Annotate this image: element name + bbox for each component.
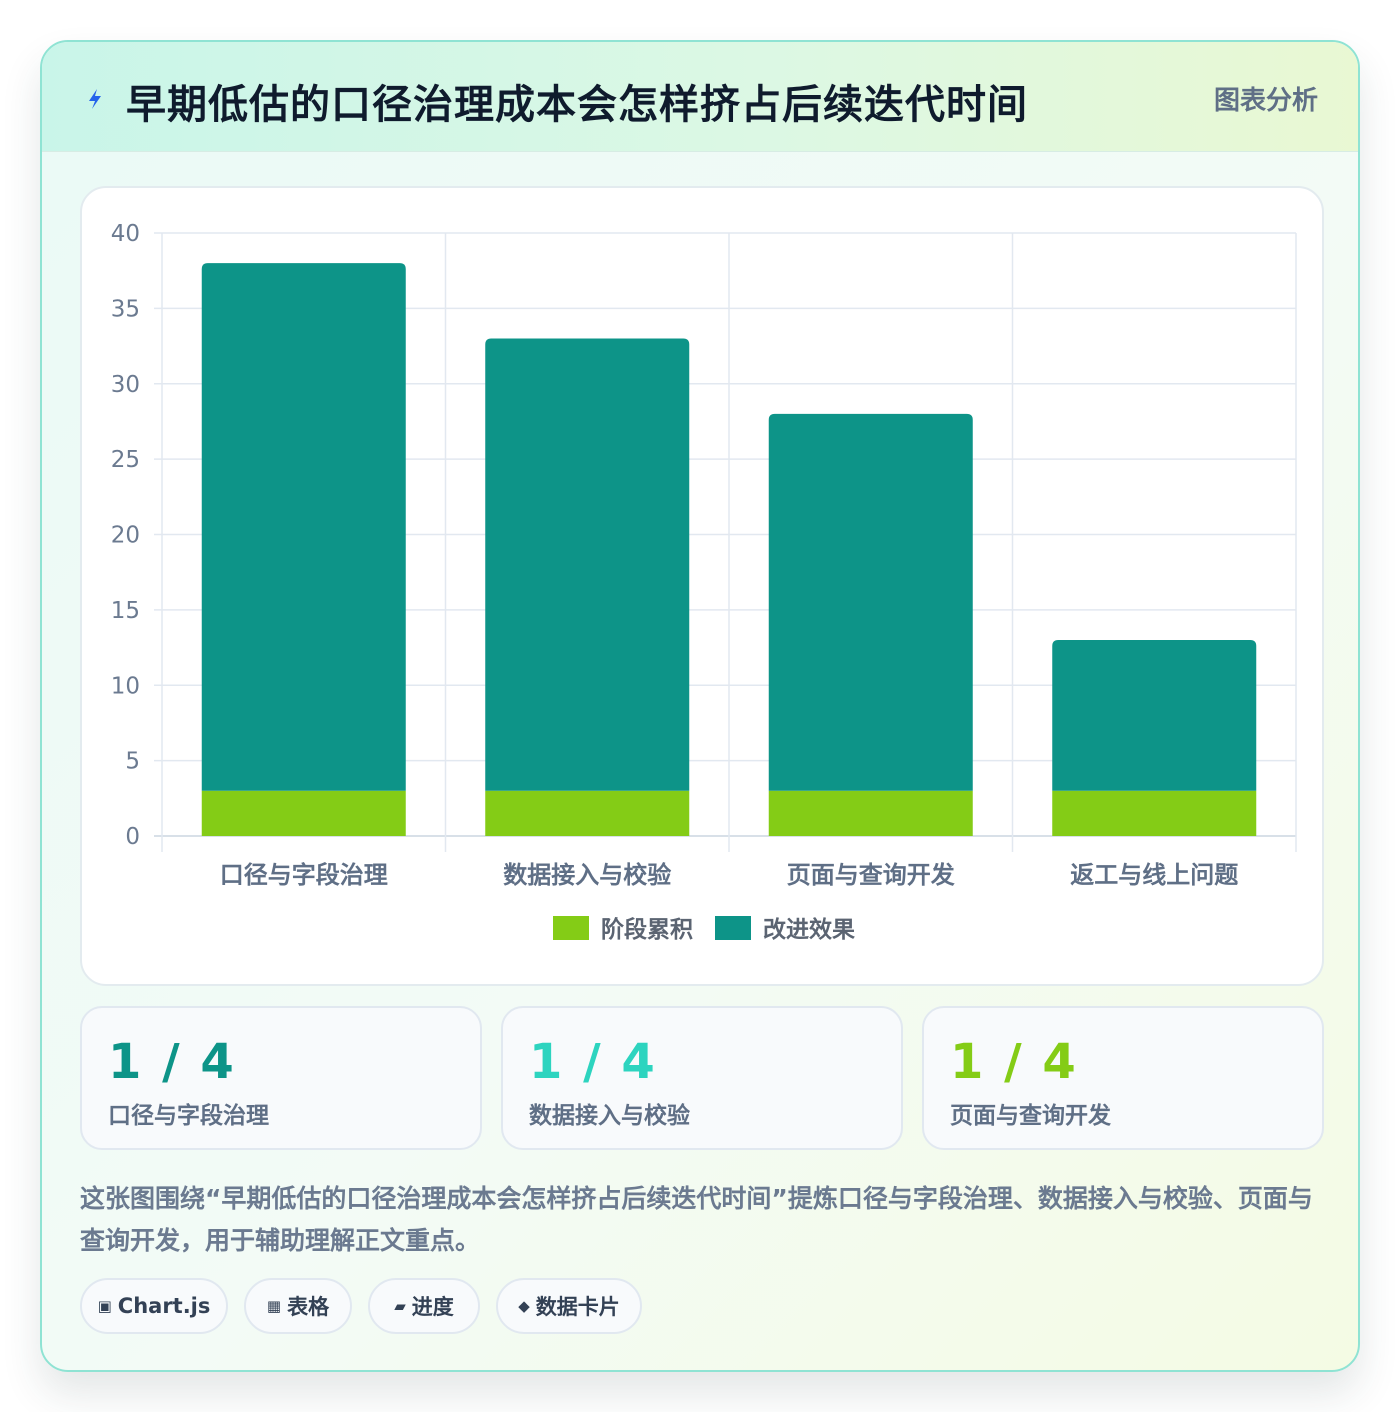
- chart-analysis-tag: 图表分析: [1213, 86, 1318, 116]
- stat-card-1: 1 / 4 口径与字段治理: [80, 1006, 482, 1150]
- lightning-icon: [89, 89, 101, 109]
- x-tick-label: 口径与字段治理: [220, 861, 388, 889]
- legend-swatch: [553, 916, 589, 940]
- stat-card-2: 1 / 4 数据接入与校验: [501, 1006, 903, 1150]
- chip-label: Chart.js: [117, 1294, 211, 1318]
- chip-chartjs[interactable]: ▣ Chart.js: [80, 1278, 228, 1334]
- legend-swatch: [715, 916, 751, 940]
- bar-1-2: [485, 790, 690, 836]
- stat-value: 1 / 4: [950, 1034, 1078, 1090]
- stat-label: 数据接入与校验: [529, 1103, 690, 1129]
- stat-value: 1 / 4: [108, 1034, 236, 1090]
- y-tick-label: 40: [111, 221, 140, 247]
- y-tick-label: 15: [111, 598, 140, 624]
- bar-2-4: [1052, 640, 1257, 791]
- y-tick-label: 35: [111, 296, 140, 322]
- x-tick-label: 页面与查询开发: [787, 861, 955, 889]
- chip-data-cards[interactable]: ◆ 数据卡片: [496, 1278, 642, 1334]
- bar-1-3: [768, 790, 973, 836]
- table-icon: ▦: [266, 1297, 282, 1315]
- chip-label: 进度: [411, 1295, 454, 1319]
- chart-description: 这张图围绕“早期低估的口径治理成本会怎样挤占后续迭代时间”提炼口径与字段治理、数…: [80, 1184, 1313, 1255]
- y-tick-label: 30: [111, 372, 140, 398]
- y-tick-label: 0: [125, 824, 140, 850]
- chip-label: 数据卡片: [535, 1295, 620, 1319]
- diamond-icon: ◆: [518, 1297, 530, 1315]
- bar-1-4: [1052, 790, 1257, 836]
- page-title: 早期低估的口径治理成本会怎样挤占后续迭代时间: [126, 82, 1028, 128]
- y-tick-label: 10: [111, 673, 140, 699]
- legend-label: 阶段累积: [601, 916, 693, 943]
- progress-icon: ▰: [394, 1297, 406, 1315]
- chip-progress[interactable]: ▰ 进度: [368, 1278, 480, 1334]
- chart-icon: ▣: [97, 1297, 112, 1315]
- bar-2-3: [768, 413, 973, 791]
- bar-2-1: [201, 263, 406, 791]
- stat-label: 页面与查询开发: [950, 1103, 1111, 1129]
- chart-card: 早期低估的口径治理成本会怎样挤占后续迭代时间 图表分析 0 5 10 15 20 25 30…: [40, 40, 1360, 1372]
- y-tick-label: 5: [125, 749, 140, 775]
- stat-label: 口径与字段治理: [108, 1103, 269, 1129]
- bar-2-2: [485, 338, 690, 791]
- chart-panel: 0 5 10 15 20 25 30 35 40 口径与字段治理 数据接入与校验 页面与查询开发 返工与…: [80, 186, 1324, 986]
- stat-value: 1 / 4: [529, 1034, 657, 1090]
- x-tick-label: 返工与线上问题: [1070, 861, 1238, 889]
- stat-card-3: 1 / 4 页面与查询开发: [922, 1006, 1324, 1150]
- bar-chart: 0 5 10 15 20 25 30 35 40 口径与字段治理 数据接入与校验 页面与查询开发 返工与…: [111, 221, 1297, 943]
- chip-table[interactable]: ▦ 表格: [244, 1278, 352, 1334]
- chip-label: 表格: [287, 1295, 330, 1319]
- bar-1-1: [201, 790, 406, 836]
- card-header: 早期低估的口径治理成本会怎样挤占后续迭代时间 图表分析: [42, 42, 1358, 152]
- legend-label: 改进效果: [763, 916, 855, 943]
- y-tick-label: 25: [111, 447, 140, 473]
- y-tick-label: 20: [111, 523, 140, 549]
- x-tick-label: 数据接入与校验: [503, 861, 671, 889]
